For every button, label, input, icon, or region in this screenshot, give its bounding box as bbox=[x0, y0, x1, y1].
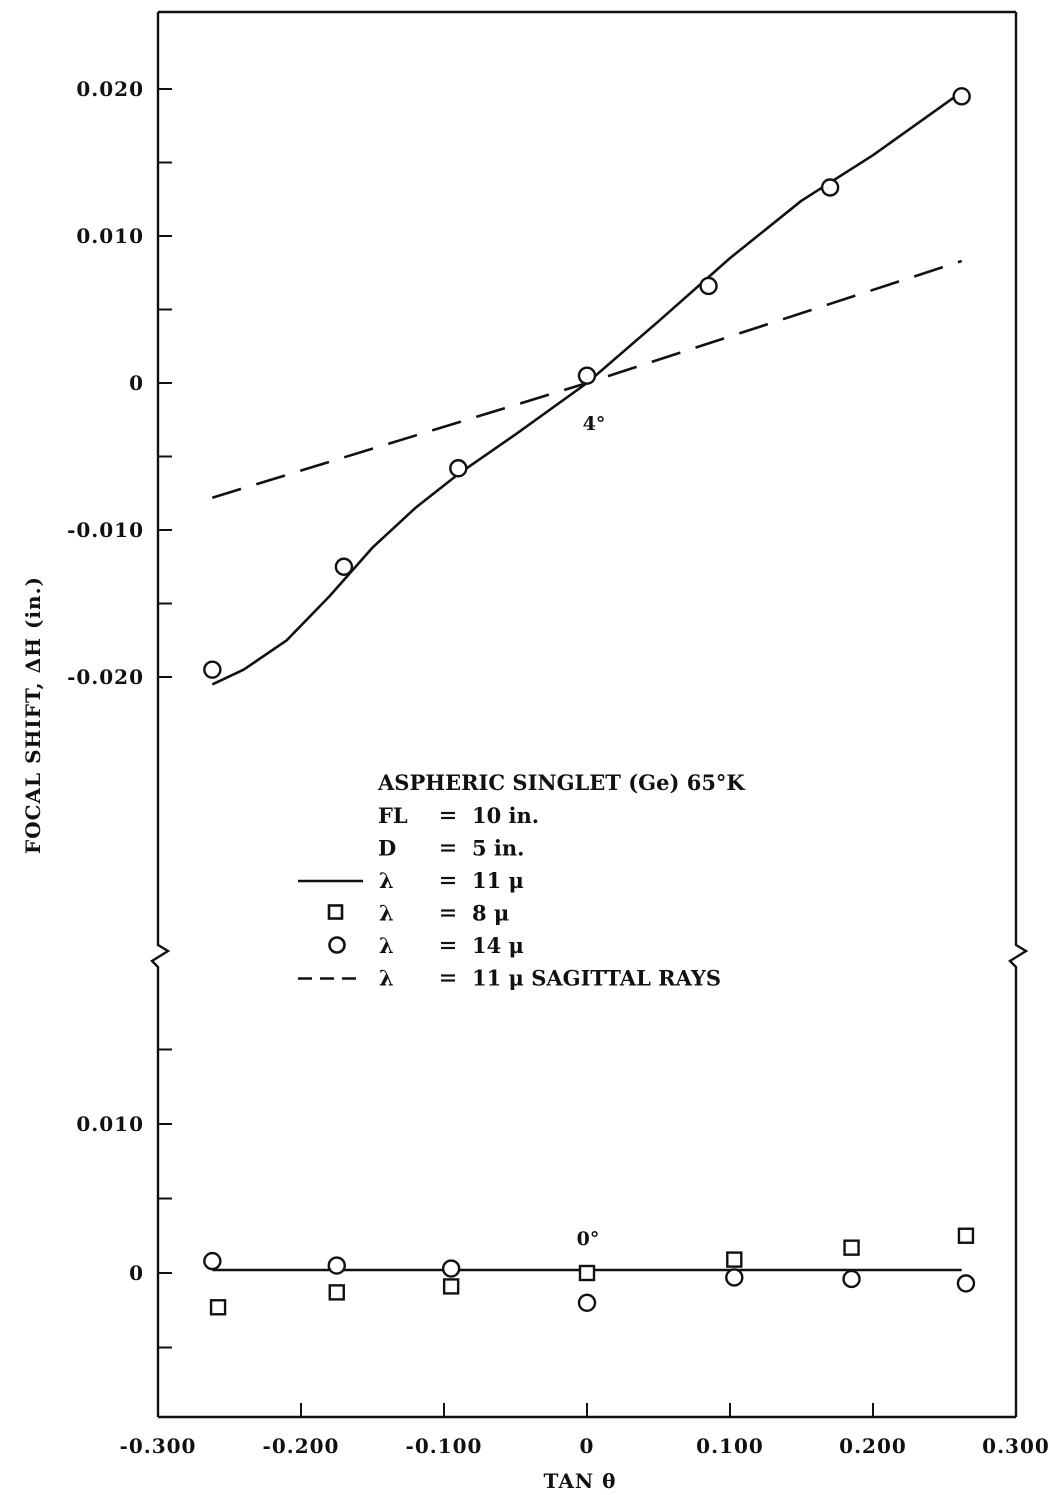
data-point-circle bbox=[334, 557, 354, 576]
legend-label: λ bbox=[379, 868, 394, 893]
x-tick-label: 0.200 bbox=[839, 1434, 907, 1458]
data-point-circle bbox=[577, 366, 597, 385]
upper-annotation: 4° bbox=[583, 413, 606, 435]
data-point-square bbox=[209, 1299, 227, 1316]
legend-label: λ bbox=[379, 901, 394, 926]
legend-title: ASPHERIC SINGLET (Ge) 65°K bbox=[377, 770, 745, 795]
data-point-circle bbox=[441, 1259, 461, 1278]
data-point-square bbox=[578, 1264, 596, 1282]
legend-key-circle bbox=[328, 936, 346, 954]
data-point-circle bbox=[820, 178, 840, 197]
data-point-circle bbox=[699, 276, 718, 296]
lower-panel bbox=[203, 1227, 976, 1316]
x-axis: -0.300 -0.200 -0.100 0 0.100 0.200 0.300 bbox=[120, 1403, 1050, 1458]
data-point-circle bbox=[203, 1251, 222, 1271]
legend-label: FL bbox=[378, 803, 408, 828]
lower-annotation: 0° bbox=[577, 1228, 600, 1250]
y-tick-label: 0.010 bbox=[76, 1112, 144, 1136]
x-axis-label: TAN θ bbox=[544, 1469, 617, 1493]
legend-value: 8 μ bbox=[472, 901, 509, 926]
data-point-circle bbox=[952, 87, 971, 106]
data-point-square bbox=[328, 1284, 345, 1301]
data-point-square bbox=[726, 1251, 743, 1268]
x-tick-label: 0.100 bbox=[696, 1434, 764, 1458]
upper-panel bbox=[203, 87, 971, 686]
y-axis: 0.020 0.010 0 -0.010 -0.020 0.010 0 bbox=[67, 77, 172, 1349]
y-tick-label: 0 bbox=[129, 1261, 144, 1285]
x-tick-label: -0.200 bbox=[263, 1434, 340, 1458]
y-tick-label: 0 bbox=[129, 371, 144, 395]
data-point-circle bbox=[449, 459, 468, 478]
data-point-square bbox=[843, 1239, 860, 1256]
y-tick-label: -0.010 bbox=[67, 518, 144, 542]
frame-right-with-break bbox=[1008, 12, 1029, 1417]
legend-value: 11 μ bbox=[472, 868, 524, 893]
y-tick-label: -0.020 bbox=[67, 665, 144, 689]
x-tick-label: 0.300 bbox=[982, 1434, 1050, 1458]
y-tick-label: 0.010 bbox=[76, 224, 144, 248]
data-point-circle bbox=[327, 1256, 346, 1275]
legend-value: 10 in. bbox=[472, 803, 539, 828]
data-point-circle bbox=[203, 660, 222, 679]
legend-label: D bbox=[378, 836, 396, 861]
data-point-circle bbox=[577, 1293, 597, 1313]
x-tick-label: 0 bbox=[580, 1434, 595, 1458]
legend-key-square bbox=[327, 904, 344, 920]
legend-value: 5 in. bbox=[472, 836, 524, 861]
data-point-circle bbox=[956, 1274, 976, 1293]
legend-value: 11 μ SAGITTAL RAYS bbox=[472, 966, 721, 991]
series-line-11mu bbox=[211, 90, 963, 686]
legend-label: λ bbox=[379, 966, 394, 991]
plot-frame bbox=[150, 10, 1029, 1419]
legend-label: λ bbox=[379, 933, 394, 958]
y-axis-label: FOCAL SHIFT, ΔH (in.) bbox=[21, 576, 45, 854]
data-point-square bbox=[442, 1278, 460, 1295]
x-tick-label: -0.100 bbox=[406, 1434, 483, 1458]
legend-value: 14 μ bbox=[472, 933, 524, 958]
data-point-circle bbox=[725, 1268, 744, 1287]
legend: ASPHERIC SINGLET (Ge) 65°K FL 10 in. D 5 in.… bbox=[298, 770, 745, 991]
y-tick-label: 0.020 bbox=[76, 77, 144, 101]
frame-left-with-break bbox=[150, 12, 171, 1417]
data-point-square bbox=[957, 1227, 975, 1244]
data-point-circle bbox=[842, 1269, 861, 1289]
x-tick-label: -0.300 bbox=[120, 1434, 197, 1458]
